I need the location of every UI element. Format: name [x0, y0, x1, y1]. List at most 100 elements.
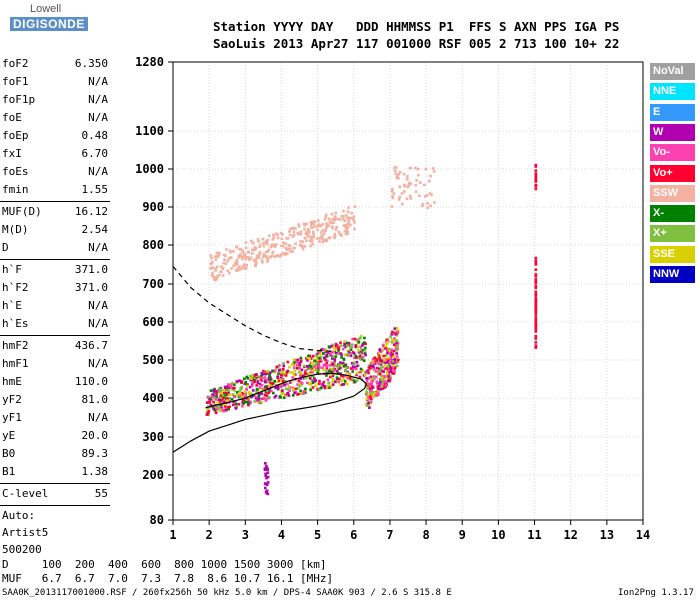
echo-point [240, 385, 244, 389]
echo-point [345, 341, 348, 345]
echo-point [303, 236, 307, 240]
echo-point [299, 232, 303, 236]
echo-point [264, 486, 267, 490]
echo-point [242, 402, 245, 405]
echo-point [360, 357, 363, 361]
echo-point [338, 377, 341, 381]
echo-point [264, 390, 268, 393]
echo-point [325, 367, 329, 370]
panel-separator [0, 483, 110, 484]
echo-point [289, 381, 292, 384]
echo-point [534, 346, 538, 349]
echo-point [295, 364, 299, 367]
echo-point [268, 396, 271, 399]
param-value: N/A [88, 75, 108, 88]
echo-point [262, 244, 266, 248]
echo-point [287, 394, 290, 397]
echo-point [241, 251, 244, 254]
echo-point [312, 222, 315, 226]
echo-point [393, 169, 397, 173]
echo-point [244, 392, 247, 396]
echo-point [216, 255, 220, 258]
echo-point [390, 205, 394, 208]
echo-point [367, 371, 370, 375]
echo-point [358, 354, 362, 358]
echo-point [346, 222, 349, 226]
echo-point [276, 236, 280, 240]
echo-point [316, 382, 319, 385]
echo-point [334, 351, 338, 355]
echo-point [375, 382, 379, 385]
echo-point [217, 404, 221, 407]
echo-point [320, 237, 324, 240]
echo-point [288, 371, 292, 374]
echo-point [306, 365, 309, 368]
echo-point [209, 389, 213, 392]
echo-point [299, 377, 303, 380]
echo-point [232, 400, 236, 403]
param-row-foe: foE N/A [2, 109, 108, 126]
echo-point [376, 385, 380, 389]
echo-point [329, 367, 333, 371]
echo-point [321, 366, 325, 370]
x-tick-label: 2 [206, 528, 213, 542]
param-name: fmin [2, 183, 29, 196]
echo-point [393, 337, 396, 340]
echo-point [389, 370, 393, 373]
echo-point [357, 371, 360, 374]
echo-point [234, 261, 237, 264]
echo-point [244, 255, 248, 259]
echo-point [430, 193, 433, 196]
echo-point [346, 216, 349, 220]
echo-point [534, 337, 538, 340]
echo-point [341, 374, 345, 378]
param-row-b0: B0 89.3 [2, 445, 108, 462]
echo-point [275, 254, 278, 257]
echo-point [271, 369, 274, 373]
param-value: 1.38 [81, 465, 109, 478]
echo-point [254, 396, 258, 400]
echo-point [368, 368, 372, 371]
echo-point [271, 238, 275, 241]
echo-point [245, 263, 249, 267]
echo-point [235, 245, 239, 249]
echo-point [377, 354, 381, 357]
echo-point [216, 276, 219, 279]
echo-point [250, 395, 253, 399]
panel-separator [0, 259, 110, 260]
echo-point [299, 356, 303, 360]
echo-point [222, 253, 226, 257]
echo-point [268, 374, 271, 377]
echo-point [317, 219, 320, 222]
echo-point [300, 392, 304, 395]
echo-point [353, 205, 357, 208]
echo-point [432, 170, 436, 173]
echo-point [343, 343, 347, 347]
echo-point [403, 185, 407, 188]
echo-point [235, 263, 239, 266]
echo-point [206, 396, 210, 399]
param-row-b1: B1 1.38 [2, 463, 108, 480]
echo-point [318, 379, 321, 383]
echo-point [372, 394, 375, 397]
echo-point [323, 386, 327, 389]
echo-point [393, 370, 396, 373]
echo-point [212, 388, 215, 392]
echo-point [313, 225, 316, 228]
echo-point [209, 397, 212, 400]
echo-point [419, 181, 422, 184]
echo-point [325, 374, 328, 377]
echo-point [259, 378, 263, 381]
echo-point [306, 235, 309, 238]
param-row-yf1: yF1 N/A [2, 409, 108, 426]
echo-point [534, 256, 538, 260]
echo-point [318, 240, 321, 243]
echo-point [355, 373, 358, 377]
echo-point [337, 352, 340, 356]
echo-point [270, 243, 274, 246]
echo-point [339, 352, 343, 355]
echo-point [235, 402, 238, 406]
echo-point [283, 395, 287, 398]
echo-point [339, 366, 343, 370]
echo-point [208, 401, 211, 404]
